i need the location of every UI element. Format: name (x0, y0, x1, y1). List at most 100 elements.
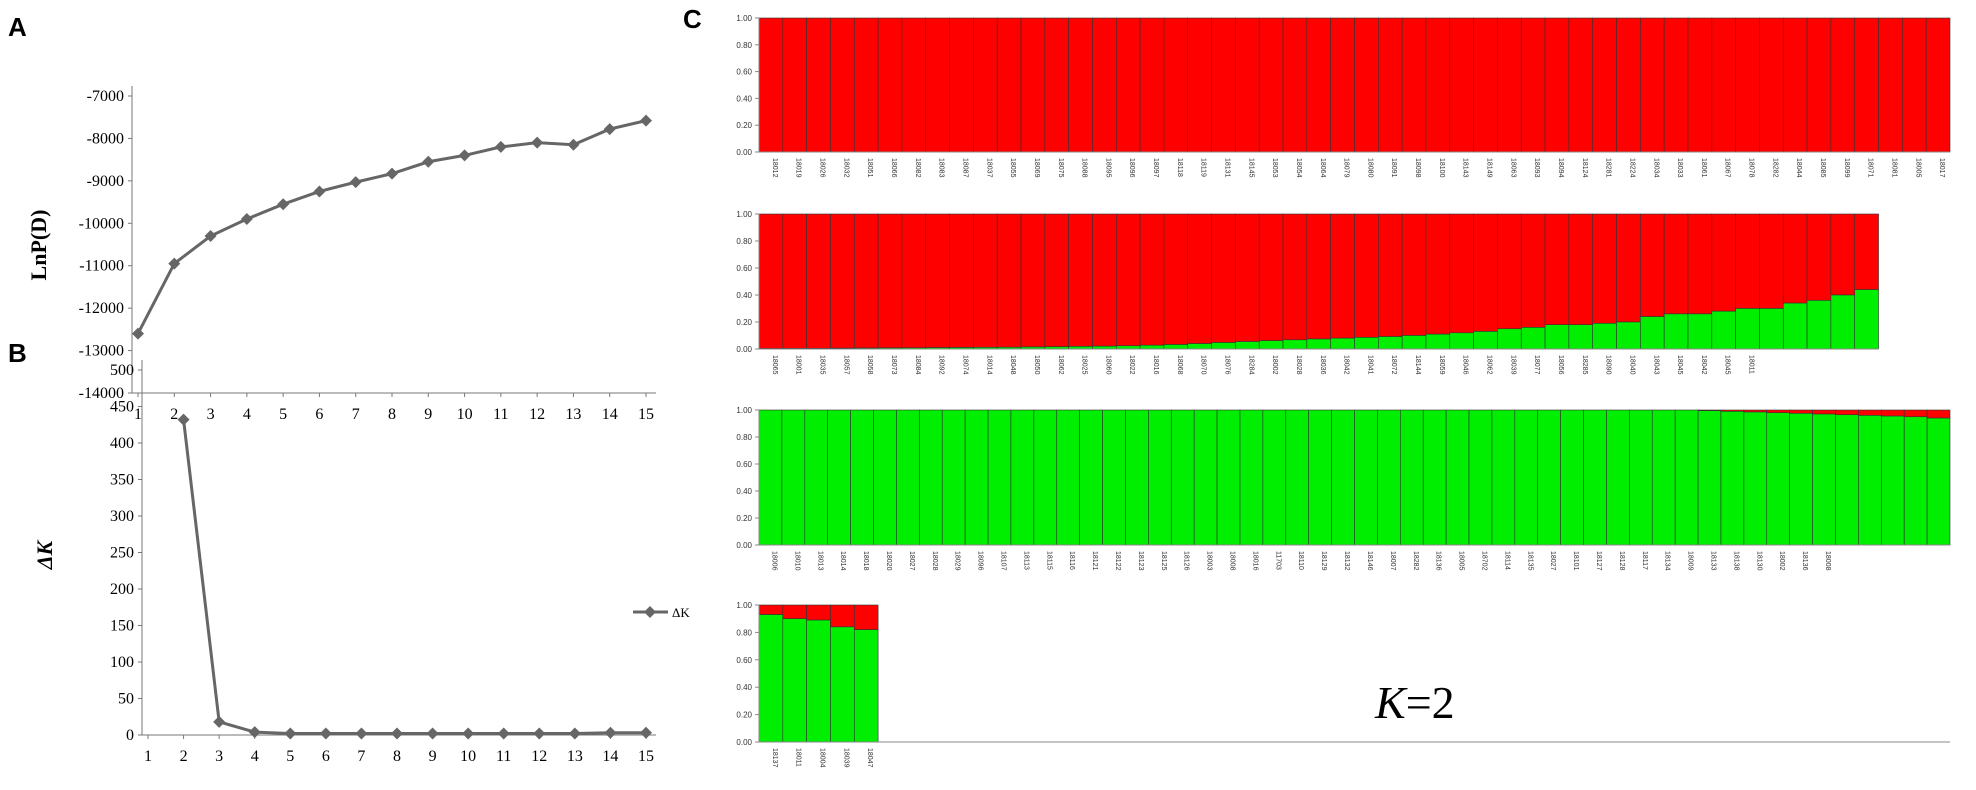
sample-label: 18020 (885, 551, 892, 571)
bar-green-segment (853, 629, 879, 743)
b-x-tick-label: 5 (286, 748, 294, 765)
bar-red-segment (925, 17, 950, 153)
sample-label: 18063 (1509, 158, 1516, 178)
sample-label: 18125 (1160, 551, 1167, 571)
bar-red-segment (1068, 213, 1093, 347)
bar-red-segment (1592, 213, 1617, 324)
a-data-point (349, 176, 362, 189)
sample-label: 18122 (1114, 551, 1121, 571)
sample-label: 18076 (1223, 355, 1230, 375)
bar-green-segment (1497, 328, 1522, 350)
a-y-tick-label: -10000 (79, 215, 124, 232)
bar-green-segment (1187, 343, 1212, 350)
bar-red-segment (1616, 17, 1641, 153)
bar-red-segment (1687, 17, 1713, 153)
sample-label: 18127 (1595, 551, 1602, 571)
bar-red-segment (1711, 213, 1736, 312)
sample-label: 18032 (842, 158, 849, 178)
sample-label: 18034 (1652, 158, 1659, 178)
bar-green-segment (987, 409, 1012, 546)
bar-green-segment (1010, 409, 1035, 546)
bar-green-segment (806, 619, 831, 743)
bar-red-segment (1354, 213, 1379, 338)
c-y-tick-label: 1.00 (736, 210, 752, 219)
bar-green-segment (1308, 409, 1332, 546)
sample-label: 18116 (1068, 551, 1075, 570)
sample-label: 18002 (1271, 355, 1278, 375)
bar-red-segment (901, 17, 927, 153)
bar-red-segment (1854, 17, 1879, 153)
sample-label: 18096 (1128, 158, 1135, 178)
structure-barplot: 0.00 0.20 0.40 0.60 0.80 1.00 18012 18019 18026 1… (736, 14, 1951, 768)
c-y-tick-label: 0.80 (736, 237, 752, 246)
bar-red-segment (830, 604, 855, 628)
bar-red-segment (806, 213, 831, 349)
b-x-tick-label: 11 (496, 748, 511, 765)
sample-label: 18006 (770, 551, 777, 571)
b-y-tick-label: 400 (110, 435, 134, 452)
sample-label: 18099 (1843, 158, 1850, 178)
sample-label: 18117 (1641, 551, 1648, 570)
bar-red-segment (1258, 213, 1284, 341)
bar-red-segment (1830, 213, 1856, 296)
sample-label: 18002 (1778, 551, 1785, 571)
bar-red-segment (1044, 213, 1069, 348)
bar-green-segment (1606, 409, 1630, 546)
sample-label: 18281 (1605, 158, 1612, 178)
sample-label: 18136 (1801, 551, 1808, 571)
bar-red-segment (1449, 17, 1474, 153)
bar-green-segment (1170, 409, 1195, 546)
a-data-point (422, 155, 435, 168)
a-data-point (240, 213, 253, 226)
bar-red-segment (806, 604, 831, 621)
bar-red-segment (901, 213, 927, 349)
sample-label: 18010 (793, 551, 800, 571)
sample-label: 18013 (816, 551, 823, 571)
bar-red-segment (1306, 213, 1331, 340)
sample-label: 18068 (1176, 355, 1183, 375)
bar-red-segment (1092, 213, 1117, 347)
sample-label: 18069 (1033, 158, 1040, 178)
bar-red-segment (1092, 17, 1117, 153)
bar-red-segment (1592, 17, 1617, 153)
bar-green-segment (1401, 335, 1427, 350)
bar-red-segment (1903, 409, 1928, 418)
bar-green-segment (919, 409, 943, 546)
sample-label: 18051 (866, 158, 873, 178)
sample-label: 18090 (1605, 355, 1612, 375)
bar-red-segment (1743, 409, 1768, 413)
b-data-point (177, 413, 190, 426)
sample-label: 18060 (1104, 355, 1111, 375)
c-y-tick-label: 0.20 (736, 514, 752, 523)
c-y-tick-label: 1.00 (736, 14, 752, 23)
sample-label: 18009 (1687, 551, 1694, 571)
sample-label: 18011 (795, 748, 802, 767)
bar-red-segment (1282, 213, 1308, 341)
b-data-point (284, 727, 297, 740)
bar-red-segment (1163, 213, 1189, 345)
a-y-tick-label: -14000 (79, 385, 124, 402)
a-data-point (386, 167, 398, 180)
bar-red-segment (973, 17, 998, 153)
bar-green-segment (1056, 409, 1080, 546)
sample-label: 18035 (819, 355, 826, 375)
b-y-tick-label: 450 (110, 399, 134, 416)
a-data-point (494, 140, 507, 153)
sample-label: 18088 (1081, 158, 1088, 178)
a-x-tick-label: 12 (529, 406, 545, 423)
b-data-point (319, 727, 332, 740)
a-x-tick-label: 1 (134, 406, 142, 423)
bar-red-segment (1663, 17, 1689, 153)
bar-green-segment (1903, 416, 1928, 546)
sample-label: 18083 (938, 158, 945, 178)
bar-red-segment (1425, 17, 1451, 153)
bar-red-segment (1401, 213, 1427, 336)
b-data-point (391, 727, 403, 740)
bar-red-segment (1858, 409, 1882, 416)
sample-label: 18028 (1295, 355, 1302, 375)
a-x-tick-label: 8 (388, 406, 396, 423)
c-y-tick-label: 0.00 (736, 541, 752, 550)
sample-label: 18018 (862, 551, 869, 571)
